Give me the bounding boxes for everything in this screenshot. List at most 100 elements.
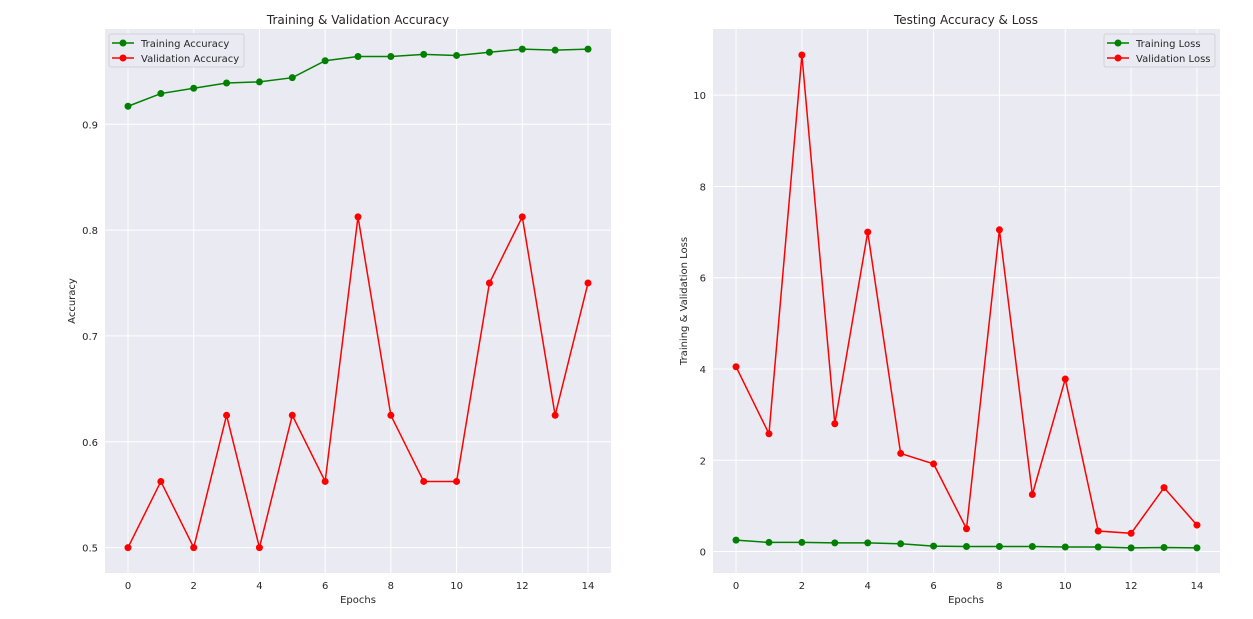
y-tick-label: 0.6 xyxy=(82,438,98,449)
y-tick-label: 4 xyxy=(700,365,706,376)
data-point-training-loss xyxy=(930,542,938,550)
data-point-training-accuracy xyxy=(255,78,263,86)
x-tick-label: 14 xyxy=(582,581,595,592)
y-axis-label: Accuracy xyxy=(67,278,78,324)
x-tick-label: 2 xyxy=(799,581,805,592)
data-point-training-loss xyxy=(963,543,970,551)
data-point-training-loss xyxy=(897,540,905,548)
data-point-training-accuracy xyxy=(518,45,526,53)
data-point-validation-loss xyxy=(963,525,970,533)
data-point-validation-accuracy xyxy=(223,411,231,419)
data-point-validation-loss xyxy=(1127,529,1135,537)
data-point-validation-accuracy xyxy=(453,477,461,485)
data-point-training-accuracy xyxy=(551,46,559,54)
data-point-validation-accuracy xyxy=(124,544,132,552)
data-point-training-accuracy xyxy=(485,48,493,56)
x-tick-label: 6 xyxy=(322,581,328,592)
y-tick-label: 0.7 xyxy=(82,332,98,343)
data-point-validation-loss xyxy=(1094,527,1102,535)
x-tick-label: 0 xyxy=(733,581,739,592)
legend-label-training-accuracy: Training Accuracy xyxy=(140,39,229,50)
data-point-training-accuracy xyxy=(584,45,592,53)
data-point-training-accuracy xyxy=(453,51,461,59)
plot-area xyxy=(713,29,1220,573)
y-axis-label: Training & Validation Loss xyxy=(679,237,690,366)
data-point-training-loss xyxy=(864,539,872,547)
chart-title: Training & Validation Accuracy xyxy=(266,13,449,27)
data-point-training-accuracy xyxy=(190,84,198,92)
x-tick-label: 14 xyxy=(1191,581,1204,592)
x-tick-label: 10 xyxy=(450,581,463,592)
legend-marker-training-accuracy xyxy=(119,39,127,47)
y-tick-label: 0.8 xyxy=(82,226,98,237)
data-point-validation-accuracy xyxy=(387,411,395,419)
legend-marker-validation-accuracy xyxy=(119,54,127,62)
data-point-training-loss xyxy=(1127,544,1135,552)
data-point-training-loss xyxy=(1160,543,1168,551)
legend-label-validation-loss: Validation Loss xyxy=(1136,54,1211,65)
data-point-training-loss xyxy=(1193,544,1201,552)
data-point-validation-loss xyxy=(1061,375,1069,383)
y-tick-label: 6 xyxy=(700,274,706,285)
x-tick-label: 4 xyxy=(865,581,871,592)
data-point-validation-loss xyxy=(1028,491,1036,499)
x-axis-label: Epochs xyxy=(340,595,376,606)
x-tick-label: 2 xyxy=(191,581,197,592)
data-point-validation-loss xyxy=(1193,521,1201,529)
data-point-validation-loss xyxy=(995,226,1003,234)
data-point-training-loss xyxy=(831,539,839,547)
y-tick-label: 10 xyxy=(693,91,706,102)
data-point-training-loss xyxy=(798,538,806,546)
data-point-training-accuracy xyxy=(288,74,296,82)
legend-label-validation-accuracy: Validation Accuracy xyxy=(141,54,239,65)
x-tick-label: 8 xyxy=(388,581,394,592)
data-point-training-loss xyxy=(995,543,1003,551)
legend-box xyxy=(1103,33,1216,68)
data-point-validation-loss xyxy=(897,449,905,457)
data-point-validation-accuracy xyxy=(485,279,493,287)
data-point-training-accuracy xyxy=(223,79,231,87)
data-point-training-loss xyxy=(732,536,740,544)
data-point-training-accuracy xyxy=(354,53,362,61)
data-point-validation-loss xyxy=(732,363,740,371)
data-point-training-loss xyxy=(765,538,773,546)
legend: Training Loss Validation Loss xyxy=(1103,33,1216,68)
data-point-training-accuracy xyxy=(321,57,329,65)
legend-marker-validation-loss xyxy=(1114,54,1122,62)
x-tick-label: 12 xyxy=(1125,581,1138,592)
x-tick-label: 4 xyxy=(256,581,262,592)
data-point-validation-accuracy xyxy=(354,213,362,221)
data-point-validation-accuracy xyxy=(255,544,263,552)
legend-marker-training-loss xyxy=(1114,39,1122,47)
data-point-validation-loss xyxy=(1160,484,1168,492)
data-point-training-loss xyxy=(1061,543,1069,551)
chart-title: Testing Accuracy & Loss xyxy=(893,13,1038,27)
y-tick-label: 0.9 xyxy=(82,120,98,131)
data-point-validation-accuracy xyxy=(190,544,198,552)
data-point-validation-loss xyxy=(864,228,872,236)
y-tick-label: 0 xyxy=(700,548,706,559)
data-point-validation-loss xyxy=(798,51,806,59)
data-point-validation-loss xyxy=(765,430,773,438)
data-point-training-accuracy xyxy=(387,53,395,61)
legend-label-training-loss: Training Loss xyxy=(1135,39,1201,50)
x-axis-label: Epochs xyxy=(948,595,984,606)
x-tick-label: 8 xyxy=(996,581,1002,592)
x-tick-label: 10 xyxy=(1059,581,1072,592)
plot-area xyxy=(105,29,611,573)
y-tick-label: 8 xyxy=(700,182,706,193)
y-tick-label: 2 xyxy=(700,456,706,467)
data-point-validation-accuracy xyxy=(584,279,592,287)
accuracy-chart: 0 2 4 6 8 10 12 14 0.5 0.6 0.7 0.8 0.9 Training & Va… xyxy=(67,13,611,606)
data-point-validation-loss xyxy=(930,460,938,468)
data-point-validation-accuracy xyxy=(518,213,526,221)
data-point-validation-accuracy xyxy=(288,411,296,419)
loss-chart: 0 2 4 6 8 10 12 14 0 2 4 6 8 10 Testing Accuracy & Lo… xyxy=(679,13,1220,606)
data-point-validation-accuracy xyxy=(157,477,165,485)
legend: Training Accuracy Validation Accuracy xyxy=(108,33,245,68)
data-point-validation-accuracy xyxy=(551,411,559,419)
data-point-training-accuracy xyxy=(420,50,428,58)
x-tick-label: 0 xyxy=(125,581,131,592)
data-point-training-loss xyxy=(1028,543,1036,551)
